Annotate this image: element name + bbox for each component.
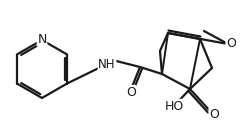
Text: N: N [37,33,47,46]
Text: O: O [209,109,219,121]
Text: NH: NH [98,58,116,70]
Text: HO: HO [164,100,184,112]
Text: O: O [226,37,236,49]
Text: O: O [126,85,136,99]
